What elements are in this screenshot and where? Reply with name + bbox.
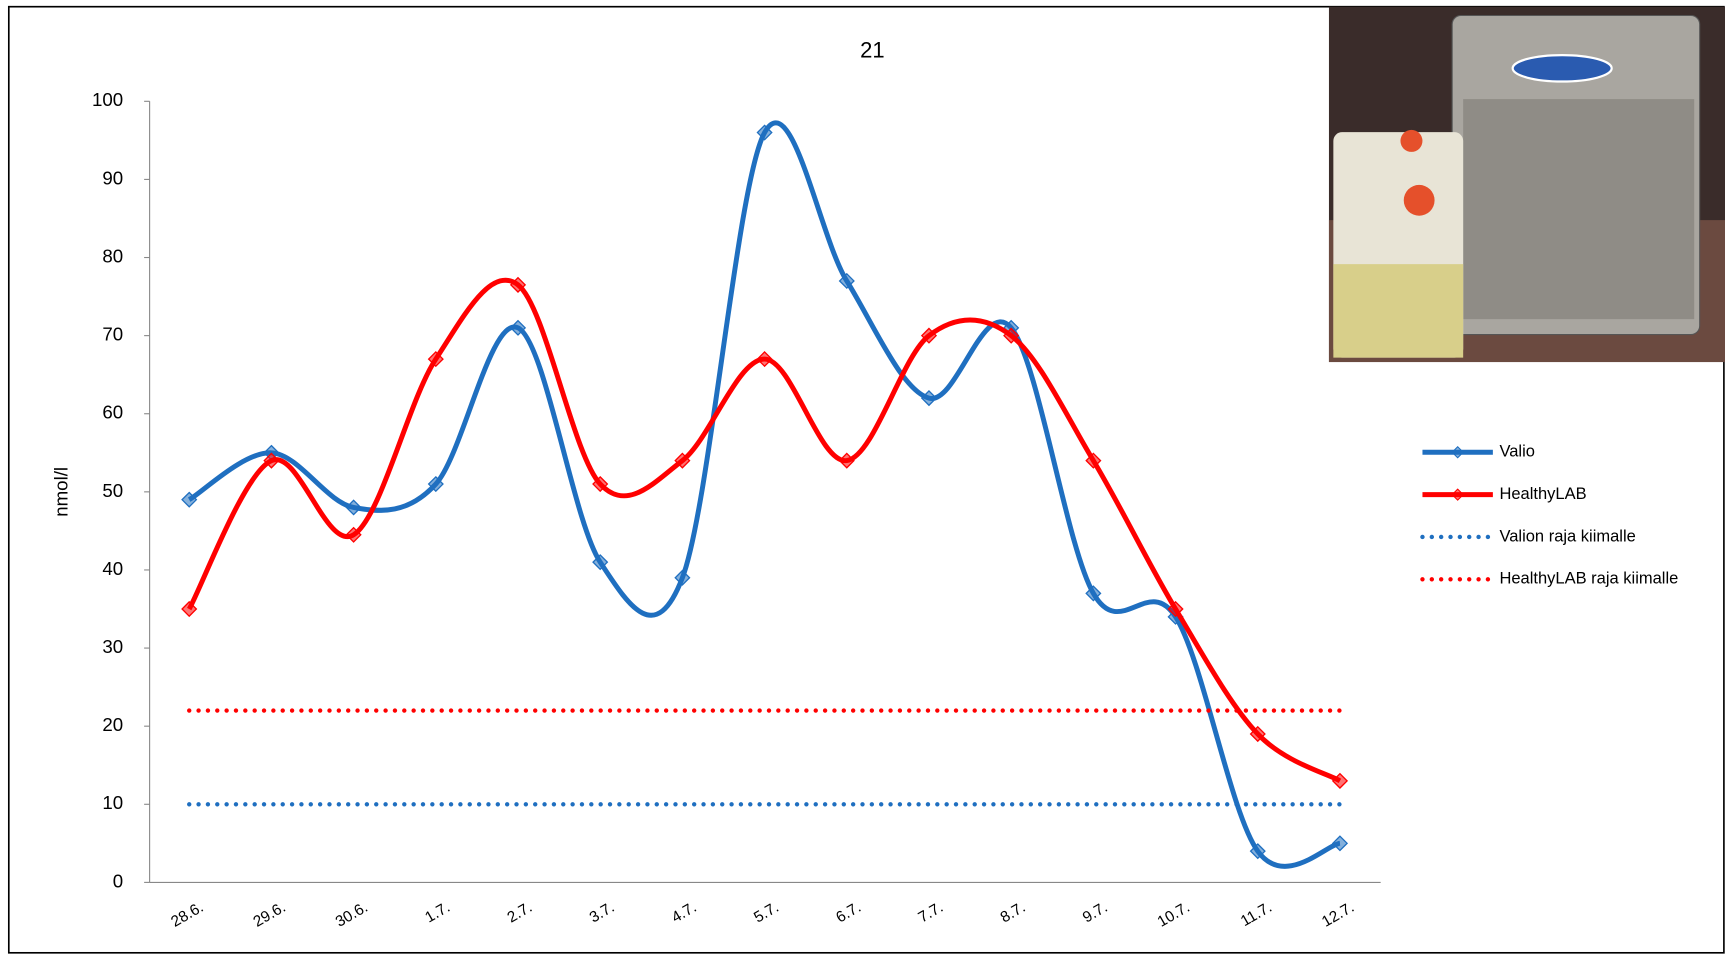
y-tick-label: 20 — [102, 714, 123, 735]
y-tick-label: 30 — [102, 636, 123, 657]
page: {"chart_data": {"type": "line", "title":… — [0, 0, 1725, 954]
photo-cap — [1404, 185, 1435, 216]
legend-label: HealthyLAB — [1499, 485, 1586, 503]
legend-label: Valio — [1499, 443, 1534, 461]
photo-liquid — [1333, 264, 1463, 358]
photo-machine-front — [1463, 99, 1694, 319]
y-tick-label: 40 — [102, 558, 123, 579]
y-tick-label: 10 — [102, 792, 123, 813]
legend-label: Valion raja kiimalle — [1499, 527, 1635, 545]
y-tick-label: 80 — [102, 245, 123, 266]
y-tick-label: 100 — [92, 89, 123, 110]
photo-cap — [1400, 130, 1422, 152]
y-tick-label: 90 — [102, 167, 123, 188]
y-tick-label: 0 — [113, 870, 123, 891]
y-tick-label: 50 — [102, 480, 123, 501]
legend-label: HealthyLAB raja kiimalle — [1499, 570, 1678, 588]
chart: 21 nmol/l 010203040506070809010028.6.29.… — [0, 0, 1725, 954]
y-tick-label: 70 — [102, 324, 123, 345]
y-tick-label: 60 — [102, 402, 123, 423]
y-axis-label: nmol/l — [51, 467, 72, 517]
photo — [1329, 7, 1725, 362]
chart-title: 21 — [860, 38, 884, 63]
photo-logo — [1513, 55, 1612, 81]
